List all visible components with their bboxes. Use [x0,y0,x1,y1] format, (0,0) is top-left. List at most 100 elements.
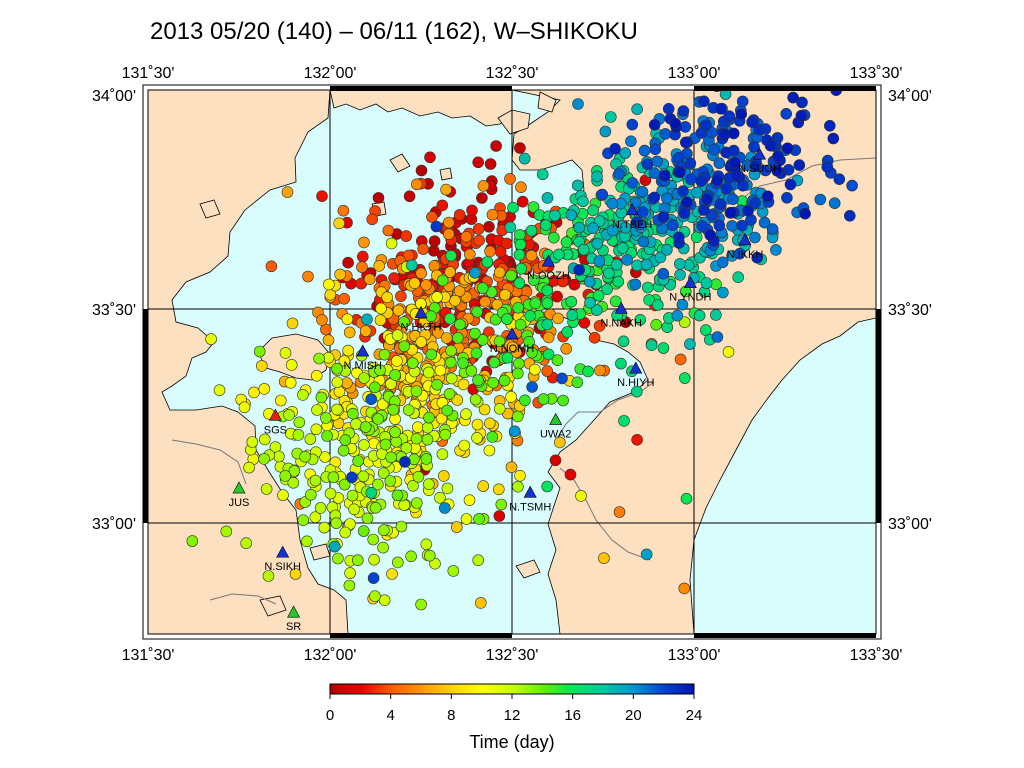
event-dot [625,135,637,148]
event-dot [484,245,496,258]
event-dot [770,244,782,256]
event-dot [613,506,626,518]
station-marker [268,408,282,421]
event-dot [572,98,584,110]
event-dot [659,128,672,140]
station-label: N.HKTH [401,322,442,334]
event-dot [626,177,639,189]
event-dot [248,386,260,399]
event-dot [469,266,481,279]
event-dot [821,161,834,173]
event-dot [213,384,226,397]
event-dot [680,196,693,208]
bottom-tick-label: 133˚00' [668,647,721,664]
event-dot [518,152,531,165]
event-dot [358,236,370,249]
event-dot [356,250,369,263]
event-dot [746,116,758,128]
colorbar-tick-label: 12 [504,707,521,724]
station-label: N.NOMH [490,343,535,355]
event-dot [420,453,433,465]
event-dot [283,409,295,421]
event-dot [375,302,387,315]
event-dot [631,433,643,446]
event-dot [833,173,846,185]
event-dot [343,326,356,339]
event-dot [725,206,737,219]
colorbar-tick-label: 8 [447,707,455,724]
event-dot [619,147,632,159]
event-dot [793,159,806,171]
event-dot [669,117,682,130]
left-tick-label: 34˚00' [92,88,136,105]
event-dot [323,278,335,291]
event-dot [525,224,538,237]
event-dot [412,470,425,483]
station-label: N.SIKH [264,561,301,573]
event-dot [473,234,485,247]
event-dot [449,294,461,307]
event-dot [742,205,754,217]
event-dot [395,290,407,303]
station-marker [356,344,370,357]
event-dot [708,143,721,156]
event-dot [641,281,654,294]
event-dot [458,439,471,452]
event-dot [443,387,456,400]
event-dot [504,221,517,234]
event-dot [421,421,434,434]
prefecture-border [171,439,247,485]
event-dot [748,141,760,153]
event-dot [348,503,360,516]
event-dot [387,403,400,416]
event-dot [374,364,386,377]
event-dot [541,365,554,377]
event-dot [700,119,712,131]
event-dot [423,549,436,562]
event-dot [369,590,381,603]
event-dot [556,372,568,385]
event-dot [284,376,297,389]
event-dot [369,501,382,514]
event-dot [361,313,373,326]
station-marker [287,605,301,618]
event-dot [395,520,408,533]
event-dot [552,312,564,325]
event-dot [405,259,418,272]
event-dot [341,313,354,326]
event-dot [400,230,413,242]
event-dot [385,237,398,250]
event-dot [402,404,415,416]
event-dot [309,474,322,487]
event-dot [551,290,563,303]
event-dot [381,291,394,304]
event-dot [711,174,724,187]
event-dot [498,374,511,387]
event-dot [392,304,405,317]
station-marker [738,233,752,246]
land-island [515,559,541,579]
event-dot [437,470,450,482]
event-dot [795,109,808,122]
event-dot [447,565,460,577]
event-dot [657,211,670,223]
event-dot [674,353,687,366]
colorbar-tick-label: 0 [326,707,334,724]
event-dot [677,185,689,197]
event-dot [400,442,413,454]
top-tick-label: 133˚30' [850,65,903,82]
event-dot [636,206,649,218]
event-dot [638,144,651,157]
event-dot [736,219,748,232]
event-dot [568,278,581,291]
event-dot [630,385,643,398]
event-dot [399,456,411,468]
station-label: N.MISH [344,360,383,372]
event-dot [565,209,578,221]
event-dot [289,568,302,580]
event-dot [368,553,380,566]
event-dot [784,178,797,191]
event-dot [330,517,343,530]
event-dot [489,313,502,326]
event-dot [487,376,499,389]
